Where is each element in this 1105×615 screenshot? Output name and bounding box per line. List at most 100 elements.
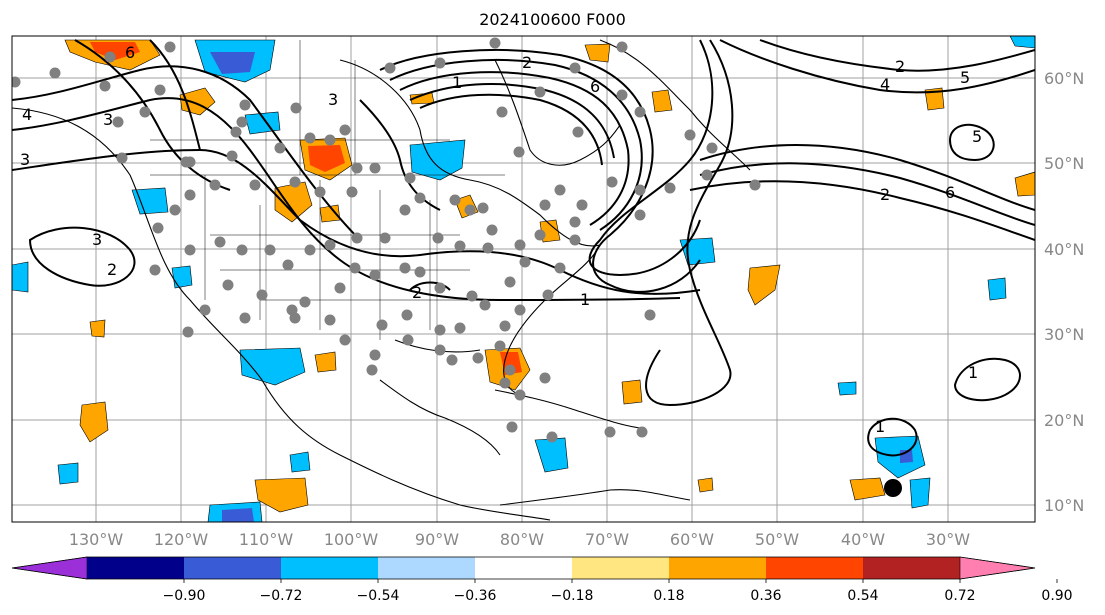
station-dot [499, 377, 511, 389]
station-dot [324, 134, 336, 146]
station-dot [604, 426, 616, 438]
station-dot [749, 179, 761, 191]
station-dot [154, 84, 166, 96]
station-dot [299, 296, 311, 308]
station-dot [479, 299, 491, 311]
station-dot [499, 320, 511, 332]
station-dot [434, 344, 446, 356]
station-dot [116, 152, 128, 164]
station-dot [466, 290, 478, 302]
station-dot [554, 262, 566, 274]
station-dot [504, 276, 516, 288]
positive-anomaly [924, 87, 945, 111]
longitude-label: 40°W [841, 530, 885, 549]
station-dot [616, 89, 628, 101]
longitude-label: 70°W [585, 530, 629, 549]
station-dot [434, 282, 446, 294]
station-dot [414, 266, 426, 278]
station-dot [209, 179, 221, 191]
contour-lines [12, 39, 1035, 457]
contour-label: 3 [328, 90, 338, 109]
station-dot [180, 156, 192, 168]
colorbar-tick-label: −0.54 [357, 588, 400, 604]
longitude-label: 110°W [239, 530, 294, 549]
negative-anomaly [837, 381, 857, 396]
station-dot [399, 204, 411, 216]
station-dot [314, 186, 326, 198]
station-dot [369, 162, 381, 174]
longitude-label: 60°W [670, 530, 714, 549]
station-dot [264, 244, 276, 256]
contour-label: 5 [972, 127, 982, 146]
negative-anomaly [12, 261, 29, 293]
station-dot [256, 289, 268, 301]
longitude-label: 90°W [415, 530, 459, 549]
latitude-label: 50°N [1044, 154, 1084, 173]
negative-anomaly [57, 462, 79, 485]
station-dot [514, 304, 526, 316]
negative-anomaly-core [210, 52, 255, 74]
station-dot [454, 322, 466, 334]
negative-anomaly [131, 187, 169, 215]
station-dot [634, 106, 646, 118]
station-dot [402, 334, 414, 346]
station-dot [616, 41, 628, 53]
contour-label: 1 [875, 417, 885, 436]
station-dot [519, 256, 531, 268]
contour-label: 3 [92, 230, 102, 249]
colorbar-tick-label: 0.72 [944, 588, 975, 604]
station-dot [496, 106, 508, 118]
station-dot [139, 106, 151, 118]
station-dot [104, 51, 116, 63]
negative-anomaly [239, 347, 306, 386]
colorbar [11, 556, 1036, 580]
station-dot [12, 76, 21, 88]
station-dot [489, 37, 501, 49]
contour-label: 6 [590, 77, 600, 96]
station-dot [534, 86, 546, 98]
contour-label: 2 [880, 185, 890, 204]
station-dot [554, 184, 566, 196]
colorbar-tick-label: −0.72 [260, 588, 303, 604]
station-dot [534, 229, 546, 241]
contour-label: 2 [895, 57, 905, 76]
positive-anomaly-core [308, 145, 345, 172]
station-dot [274, 142, 286, 154]
station-dot [701, 169, 713, 181]
colorbar-segment [87, 557, 184, 579]
station-dot [182, 326, 194, 338]
positive-anomaly [697, 477, 714, 493]
station-dot [514, 239, 526, 251]
contour-label: 3 [20, 150, 30, 169]
colorbar-tick-label: −0.36 [454, 588, 497, 604]
contour-value-labels: 3 3 2 4 3 6 1 2 6 1 2 3 2 6 5 4 2 5 1 1 [20, 43, 982, 436]
station-dot [346, 186, 358, 198]
positive-anomaly [254, 477, 309, 513]
station-dot [282, 259, 294, 271]
storm-marker [884, 479, 902, 497]
colorbar-segment [378, 557, 475, 579]
station-dot [513, 146, 525, 158]
station-dot [572, 126, 584, 138]
station-dot [482, 242, 494, 254]
station-dot [351, 162, 363, 174]
station-dot [542, 289, 554, 301]
station-dot [222, 279, 234, 291]
station-dot [290, 102, 302, 114]
station-dot [376, 319, 388, 331]
station-dot [569, 62, 581, 74]
contour-label: 2 [522, 53, 532, 72]
contour-label: 5 [960, 68, 970, 87]
colorbar-outline [11, 556, 1036, 580]
station-dot [239, 99, 251, 111]
station-dot [569, 234, 581, 246]
station-dot [152, 222, 164, 234]
station-dot [99, 80, 111, 92]
station-dot [514, 389, 526, 401]
colorbar-extend-min [11, 556, 88, 580]
contour-label: 4 [880, 75, 890, 94]
station-dot [664, 182, 676, 194]
station-dot [236, 116, 248, 128]
contour-label: 4 [22, 105, 32, 124]
